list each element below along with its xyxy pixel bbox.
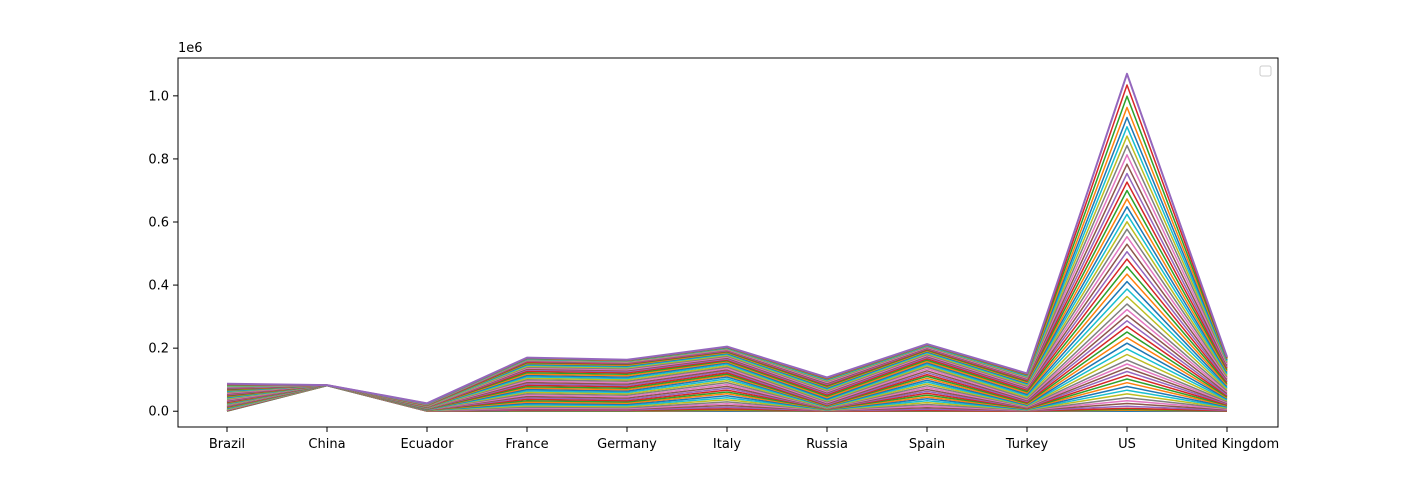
series-line [226,72,1228,405]
x-tick-label: Brazil [209,437,245,452]
y-tick-label: 0.2 [148,342,169,357]
x-tick-label: Russia [806,437,848,452]
x-tick-label: Germany [597,437,657,452]
y-axis-offset-label: 1e6 [178,41,203,56]
plot-frame [177,57,1279,428]
y-tick-label: 0.6 [148,216,169,231]
y-tick-label: 1.0 [148,89,169,104]
x-tick-label: China [308,437,345,452]
legend-box[interactable] [1259,65,1272,77]
y-tick-label: 0.4 [148,279,169,294]
y-tick-label: 0.8 [148,152,169,167]
x-tick-label: Turkey [1005,437,1049,452]
series-layer [226,72,1228,412]
x-tick-label: Italy [713,437,742,452]
x-tick-label: United Kingdom [1175,437,1279,452]
x-tick-label: US [1118,437,1136,452]
x-tick-label: France [505,437,548,452]
x-axis: Brazil China Ecuador France Germany Italy Russ… [209,427,1279,452]
x-tick-label: Ecuador [400,437,454,452]
y-tick-label: 0.0 [148,405,169,420]
y-axis: 0.0 0.2 0.4 0.6 0.8 1.0 [148,89,178,420]
x-tick-label: Spain [909,437,945,452]
